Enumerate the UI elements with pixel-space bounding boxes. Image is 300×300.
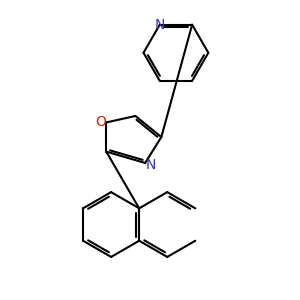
Text: N: N <box>154 18 165 32</box>
Text: N: N <box>146 158 156 172</box>
Text: O: O <box>95 116 106 130</box>
